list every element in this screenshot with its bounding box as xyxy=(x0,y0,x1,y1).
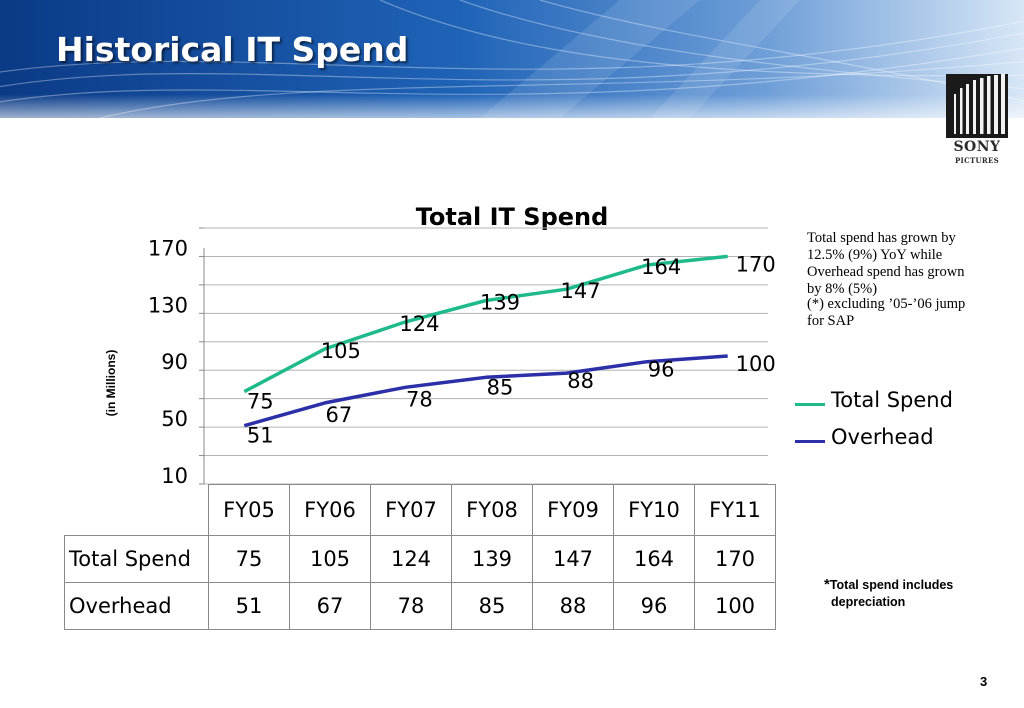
table-header-row: FY05 FY06 FY07 FY08 FY09 FY10 FY11 xyxy=(64,484,776,536)
table-cell: 124 xyxy=(370,535,452,583)
data-label: 124 xyxy=(399,312,439,336)
table-cell: 139 xyxy=(451,535,533,583)
data-table: FY05 FY06 FY07 FY08 FY09 FY10 FY11 Total… xyxy=(64,484,776,630)
data-label: 75 xyxy=(247,390,274,414)
data-label: 139 xyxy=(480,291,520,315)
data-label: 105 xyxy=(321,339,361,363)
table-cell: 78 xyxy=(370,582,452,630)
data-label: 164 xyxy=(641,255,681,279)
data-label: 85 xyxy=(487,375,514,399)
table-cell: 96 xyxy=(613,582,695,630)
growth-note-exclusion: (*) excluding ’05-’06 jump for SAP xyxy=(807,296,966,329)
table-row-label: Total Spend xyxy=(64,535,209,583)
page-number: 3 xyxy=(980,674,988,689)
table-header-cell: FY09 xyxy=(532,484,614,536)
y-tick-label: 130 xyxy=(148,293,188,317)
data-label: 78 xyxy=(406,387,433,411)
data-label: 100 xyxy=(736,352,776,376)
footnote: *Total spend includes depreciation xyxy=(824,576,994,611)
y-tick-label: 90 xyxy=(161,350,188,374)
table-cell: 51 xyxy=(208,582,290,630)
y-tick-label: 10 xyxy=(161,464,188,488)
y-tick-label: 50 xyxy=(161,407,188,431)
table-cell: 88 xyxy=(532,582,614,630)
sony-pictures-logo: SONY PICTURES xyxy=(944,72,1010,176)
footnote-marker: * xyxy=(824,576,830,593)
footnote-line1: Total spend includes xyxy=(829,578,954,592)
chart-title: Total IT Spend xyxy=(415,203,609,231)
series-line-overhead xyxy=(243,354,728,428)
table-header-cell: FY10 xyxy=(613,484,695,536)
legend-label-overhead: Overhead xyxy=(831,425,934,449)
table-cell: 147 xyxy=(532,535,614,583)
series-lines xyxy=(243,254,728,428)
data-label: 88 xyxy=(567,369,594,393)
table-header-cell: FY11 xyxy=(694,484,776,536)
data-label: 67 xyxy=(325,403,352,427)
logo-brand-text: SONY xyxy=(953,139,1001,155)
data-label: 147 xyxy=(561,279,601,303)
series-line-total-spend xyxy=(243,254,728,394)
header-banner: Historical IT Spend xyxy=(0,0,1024,118)
growth-note: Total spend has grown by 12.5% (9%) YoY … xyxy=(807,230,965,297)
data-labels: 75 105 124 139 147 164 170 51 67 78 85 88 96 100 xyxy=(247,252,776,447)
data-label: 51 xyxy=(247,424,274,448)
table-cell: 164 xyxy=(613,535,695,583)
banner-background xyxy=(0,0,1024,118)
table-cell: 85 xyxy=(451,582,533,630)
data-label: 96 xyxy=(648,358,675,382)
table-cell: 67 xyxy=(289,582,371,630)
footnote-line2: depreciation xyxy=(831,595,906,609)
table-cell: 170 xyxy=(694,535,776,583)
table-header-cell: FY05 xyxy=(208,484,290,536)
table-row-label: Overhead xyxy=(64,582,209,630)
table-row-total-spend: Total Spend 75 105 124 139 147 164 170 xyxy=(64,535,776,583)
table-row-overhead: Overhead 51 67 78 85 88 96 100 xyxy=(64,582,776,630)
table-header-cell: FY06 xyxy=(289,484,371,536)
data-label: 170 xyxy=(736,252,776,276)
gridlines xyxy=(204,227,768,485)
slide-title: Historical IT Spend xyxy=(56,30,409,69)
legend-label-total-spend: Total Spend xyxy=(831,388,953,412)
table-header-cell: FY07 xyxy=(370,484,452,536)
logo-sub-text: PICTURES xyxy=(954,156,1000,165)
y-axis: 10 50 90 130 170 xyxy=(148,227,205,488)
y-tick-label: 170 xyxy=(148,236,188,260)
table-cell: 75 xyxy=(208,535,290,583)
table-corner-cell xyxy=(64,484,209,536)
legend-swatch-total-spend xyxy=(795,403,825,406)
table-header-cell: FY08 xyxy=(451,484,533,536)
table-cell: 105 xyxy=(289,535,371,583)
logo-stripes-icon xyxy=(946,74,1008,138)
table-cell: 100 xyxy=(694,582,776,630)
legend-swatch-overhead xyxy=(795,440,825,443)
